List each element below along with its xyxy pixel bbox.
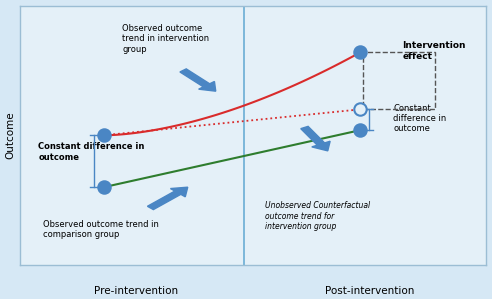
Text: Intervention
effect: Intervention effect bbox=[402, 41, 466, 61]
Text: Post-intervention: Post-intervention bbox=[325, 286, 414, 296]
Text: Pre-intervention: Pre-intervention bbox=[94, 286, 179, 296]
FancyArrow shape bbox=[148, 187, 188, 210]
Point bbox=[357, 107, 365, 112]
Text: Constant difference in
outcome: Constant difference in outcome bbox=[38, 142, 145, 162]
Text: Constant
difference in
outcome: Constant difference in outcome bbox=[393, 103, 446, 133]
FancyArrow shape bbox=[301, 126, 330, 151]
Y-axis label: Outcome: Outcome bbox=[5, 112, 16, 159]
Bar bbox=[363, 52, 435, 109]
Text: Observed outcome
trend in intervention
group: Observed outcome trend in intervention g… bbox=[123, 24, 210, 54]
Point bbox=[357, 128, 365, 132]
FancyArrow shape bbox=[180, 69, 216, 91]
Point bbox=[100, 185, 108, 190]
Point bbox=[100, 133, 108, 138]
Point bbox=[357, 50, 365, 55]
Text: Unobserved Counterfactual
outcome trend for
intervention group: Unobserved Counterfactual outcome trend … bbox=[265, 202, 370, 231]
Text: Observed outcome trend in
comparison group: Observed outcome trend in comparison gro… bbox=[43, 220, 159, 239]
